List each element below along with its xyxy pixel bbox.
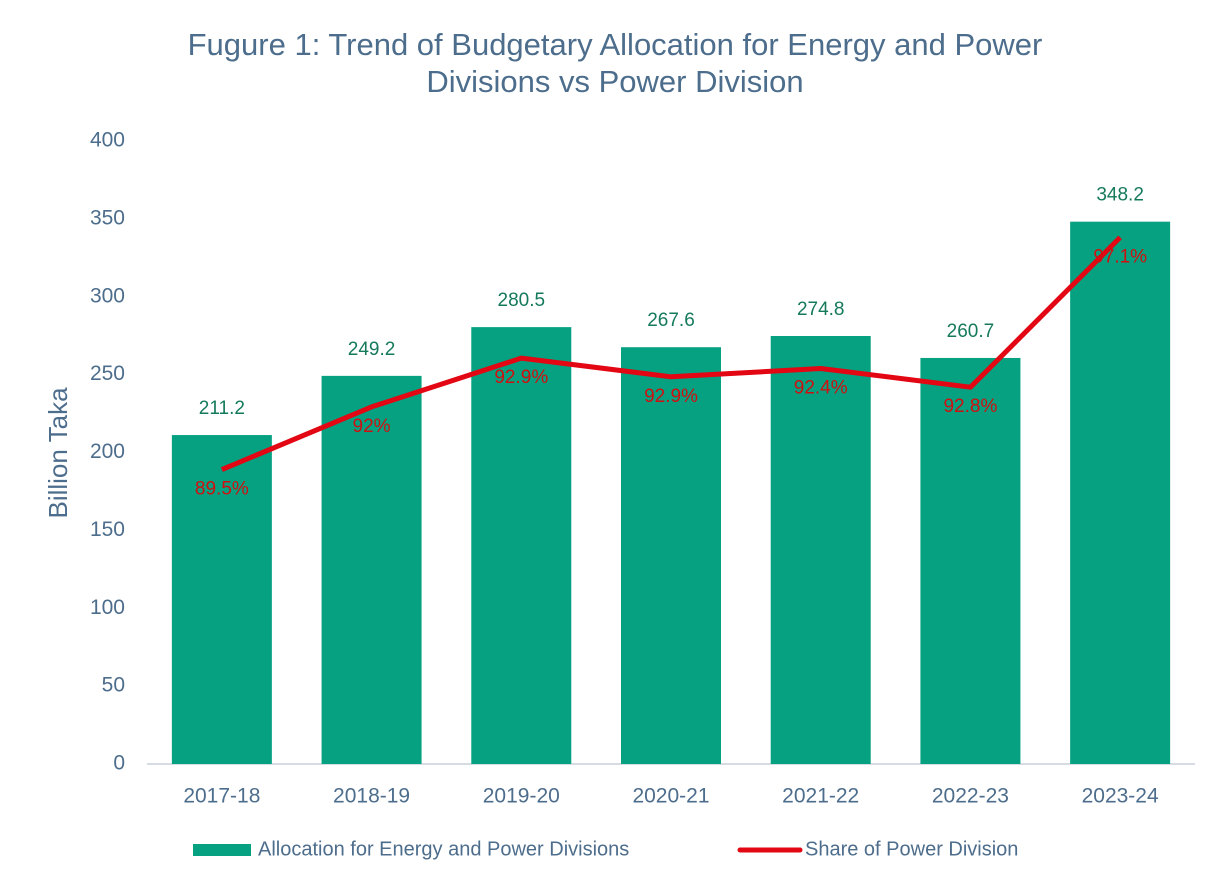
line-value-label: 92% [353, 416, 391, 437]
bar [920, 357, 1021, 764]
bar [621, 347, 721, 764]
chart-title: Fugure 1: Trend of Budgetary Allocation … [187, 27, 1043, 99]
bar-value-label: 280.5 [498, 290, 546, 311]
y-tick-label: 100 [90, 596, 125, 619]
line-value-label: 89.5% [195, 479, 249, 500]
y-tick-label: 350 [90, 206, 125, 229]
line-value-label: 92.9% [644, 386, 698, 407]
bar [1070, 221, 1171, 765]
line-value-label: 97.1% [1093, 246, 1147, 267]
x-tick-label: 2017-18 [183, 785, 260, 808]
x-tick-label: 2021-22 [782, 785, 859, 808]
legend-swatch [193, 844, 251, 856]
bar [321, 375, 422, 764]
x-tick-label: 2023-24 [1082, 785, 1159, 808]
bar-value-label: 267.6 [647, 310, 695, 331]
y-tick-label: 400 [90, 129, 125, 152]
bar-value-label: 274.8 [797, 299, 845, 320]
bar-value-label: 211.2 [199, 398, 245, 419]
y-tick-label: 200 [90, 440, 125, 463]
x-tick-label: 2019-20 [483, 785, 560, 808]
line [220, 235, 1122, 472]
x-tick-label: 2018-19 [333, 785, 410, 808]
x-tick-label: 2020-21 [632, 785, 709, 808]
y-tick-label: 150 [90, 518, 125, 541]
x-tick-label: 2022-23 [932, 785, 1009, 808]
y-tick-label: 0 [113, 752, 125, 775]
y-tick-label: 50 [102, 674, 125, 697]
line-value-label: 92.4% [794, 378, 848, 399]
bar [471, 327, 572, 764]
line-value-label: 92.8% [943, 396, 997, 417]
line-value-label: 92.9% [494, 367, 548, 388]
bar [171, 435, 272, 764]
bar-value-label: 249.2 [348, 339, 396, 360]
y-axis-title: Billion Taka [43, 387, 73, 519]
legend-label: Share of Power Division [805, 838, 1018, 860]
bar-value-label: 260.7 [947, 321, 995, 342]
legend-label: Allocation for Energy and Power Division… [258, 838, 629, 860]
bar-value-label: 348.2 [1096, 185, 1144, 206]
y-tick-label: 250 [90, 362, 125, 385]
y-tick-label: 300 [90, 284, 125, 307]
bar [770, 335, 871, 764]
